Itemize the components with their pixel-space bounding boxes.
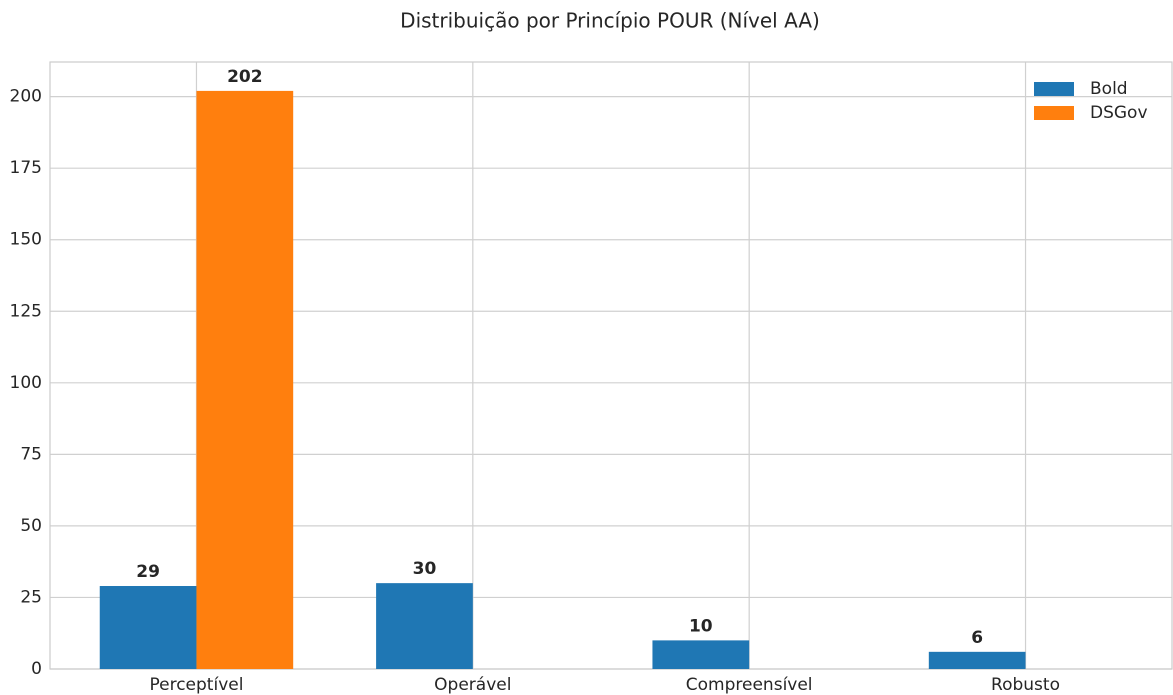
legend-swatch bbox=[1034, 106, 1074, 120]
value-label: 29 bbox=[136, 562, 160, 582]
value-label: 202 bbox=[227, 67, 263, 87]
bar bbox=[376, 583, 473, 669]
x-tick-label: Operável bbox=[434, 675, 511, 695]
legend-swatch bbox=[1034, 82, 1074, 96]
bar bbox=[99, 586, 197, 669]
y-tick-label: 150 bbox=[10, 230, 42, 250]
bar bbox=[928, 651, 1026, 669]
legend-label: Bold bbox=[1090, 79, 1128, 99]
value-label: 10 bbox=[689, 616, 713, 636]
y-tick-label: 25 bbox=[20, 587, 42, 607]
y-tick-label: 175 bbox=[10, 158, 42, 178]
value-label: 30 bbox=[413, 559, 437, 579]
bar bbox=[652, 640, 750, 669]
x-tick-label: Robusto bbox=[991, 675, 1060, 695]
x-tick-label: Compreensível bbox=[686, 675, 813, 695]
y-tick-label: 200 bbox=[10, 87, 42, 107]
x-tick-label: Perceptível bbox=[149, 675, 243, 695]
value-label: 6 bbox=[971, 628, 983, 648]
y-tick-label: 100 bbox=[10, 373, 42, 393]
chart-title: Distribuição por Princípio POUR (Nível A… bbox=[400, 9, 820, 33]
bar bbox=[196, 90, 294, 669]
plot-frame bbox=[49, 61, 1173, 670]
y-tick-label: 125 bbox=[10, 301, 42, 321]
y-tick-label: 75 bbox=[20, 444, 42, 464]
y-tick-label: 0 bbox=[31, 659, 42, 679]
y-tick-label: 50 bbox=[20, 516, 42, 536]
legend-label: DSGov bbox=[1090, 103, 1148, 123]
